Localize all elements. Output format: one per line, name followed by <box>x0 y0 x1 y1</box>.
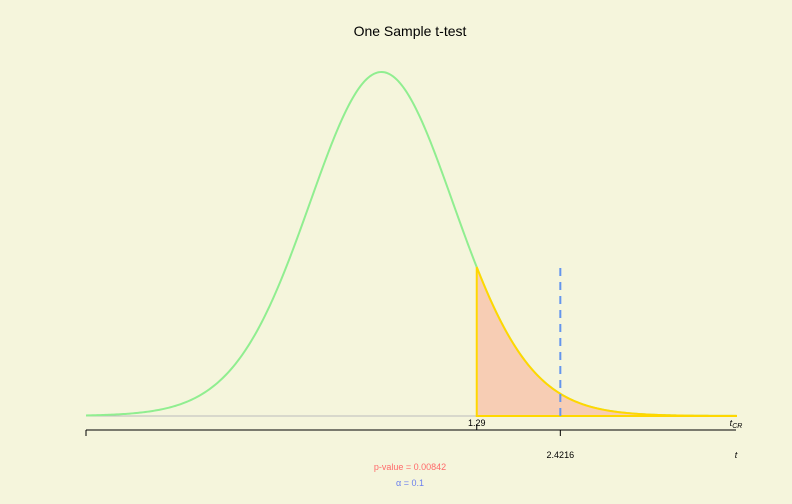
statistic-axis: 2.4216 t <box>85 429 738 460</box>
t-critical-axis-label: tCR <box>730 418 743 430</box>
alpha-note: α = 0.1 <box>396 478 424 488</box>
density-layer <box>85 70 737 417</box>
critical-axis: 1.29 tCR <box>85 418 743 436</box>
critical-value-label: 1.29 <box>468 418 486 428</box>
p-value-note: p-value = 0.00842 <box>374 462 446 472</box>
rejection-region-shade <box>475 266 737 417</box>
chart-title: One Sample t-test <box>354 23 467 39</box>
t-density-curve <box>85 70 736 417</box>
test-statistic-label: 2.4216 <box>547 450 575 460</box>
t-axis-label: t <box>735 450 738 460</box>
